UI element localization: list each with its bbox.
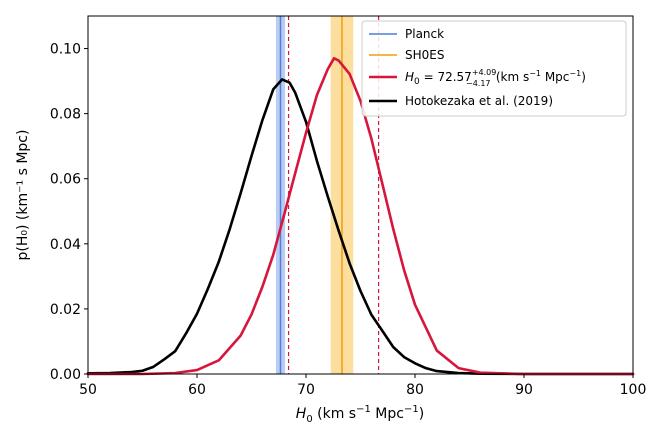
legend-box bbox=[361, 20, 627, 117]
x-tick-label: 60 bbox=[188, 382, 206, 398]
ticks-layer: 50 60 70 80 90 100 0.00 0.02 0.04 0.06 0.08 0.10 bbox=[50, 42, 647, 398]
series-h0-curve bbox=[86, 57, 635, 376]
legend: Planck SH0ES H0 = 72.57+4.09 −4.17 (km s−… bbox=[361, 20, 627, 117]
legend-label-planck: Planck bbox=[405, 27, 444, 41]
y-tick-label: 0.06 bbox=[50, 172, 81, 188]
y-tick-label: 0.04 bbox=[50, 237, 81, 253]
x-tick-label: 80 bbox=[406, 382, 424, 398]
series-hotokezaka-curve bbox=[86, 78, 635, 376]
y-tick-label: 0.08 bbox=[50, 107, 81, 123]
x-tick-label: 70 bbox=[297, 382, 315, 398]
y-axis-label: p(H₀) (km⁻¹ s Mpc) bbox=[15, 130, 31, 261]
y-tick-label: 0.02 bbox=[50, 302, 81, 318]
y-tick-label: 0.10 bbox=[50, 42, 81, 58]
legend-label-shoes: SH0ES bbox=[405, 48, 444, 62]
legend-label-h0: H0 = 72.57+4.09 −4.17 (km s−1 Mpc−1) bbox=[405, 68, 586, 88]
y-tick-label: 0.00 bbox=[50, 367, 81, 383]
x-tick-label: 100 bbox=[620, 382, 647, 398]
x-tick-label: 50 bbox=[79, 382, 97, 398]
x-tick-label: 90 bbox=[515, 382, 533, 398]
bands-layer bbox=[275, 16, 354, 374]
series-layer bbox=[86, 57, 635, 376]
legend-label-hotokezaka: Hotokezaka et al. (2019) bbox=[405, 94, 553, 108]
plot-frame bbox=[87, 15, 634, 375]
x-axis-label: H0 (km s−1 Mpc−1) bbox=[296, 404, 424, 425]
